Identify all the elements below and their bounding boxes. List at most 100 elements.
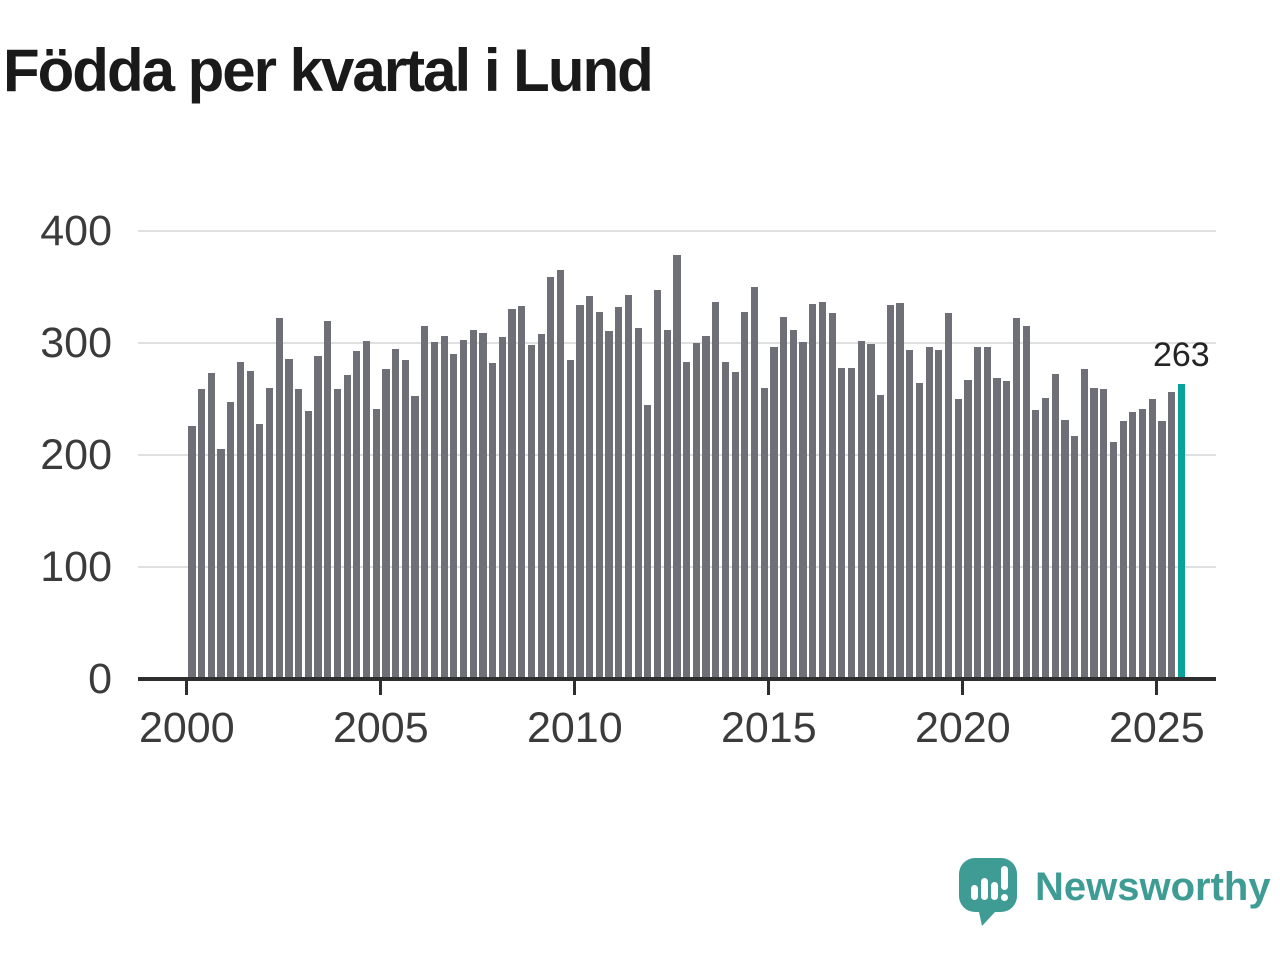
bar (1168, 392, 1176, 679)
bar-highlighted (1177, 384, 1185, 679)
bar (741, 311, 749, 679)
bar (1119, 421, 1127, 679)
bar (498, 337, 506, 679)
bar (537, 334, 545, 679)
bar (702, 336, 710, 679)
bar (556, 270, 565, 679)
bar (789, 329, 797, 679)
bar (275, 318, 283, 679)
highlight-value-label: 263 (1152, 336, 1210, 375)
bar (353, 350, 361, 679)
bar (915, 383, 924, 679)
bar (692, 343, 700, 679)
y-axis-label-0: 0 (88, 655, 112, 703)
bar (809, 303, 817, 679)
bar (847, 367, 856, 679)
bar (411, 395, 419, 679)
x-axis-tick-2020 (961, 679, 965, 695)
bar (750, 287, 759, 679)
bar (1109, 441, 1118, 679)
bar (527, 345, 536, 679)
bar (256, 423, 264, 679)
y-axis-label-200: 200 (40, 431, 112, 479)
bar (236, 362, 245, 679)
bar (198, 388, 206, 679)
bar (450, 354, 458, 679)
bar (382, 368, 390, 679)
bar (993, 377, 1001, 679)
bar (877, 394, 885, 679)
bar (207, 373, 215, 679)
bar (867, 344, 875, 679)
bar (896, 302, 904, 679)
newsworthy-wordmark: Newsworthy (1035, 865, 1271, 909)
bar (731, 372, 739, 679)
bar (469, 329, 477, 679)
bar (964, 379, 972, 679)
x-axis-label-2015: 2015 (720, 704, 817, 752)
bar (343, 375, 351, 679)
x-axis-label-2025: 2025 (1108, 704, 1205, 752)
bar (886, 304, 894, 679)
chart-title: Födda per kvartal i Lund (3, 37, 654, 104)
bar (421, 326, 429, 679)
bar (954, 399, 962, 679)
bar (440, 336, 448, 679)
bar (188, 425, 196, 679)
bar (615, 307, 623, 679)
bar (683, 362, 691, 679)
gridline-400 (138, 230, 1216, 232)
bar (721, 362, 730, 679)
bar (1022, 326, 1030, 679)
bar (780, 317, 788, 679)
bar (392, 348, 400, 679)
bar (333, 388, 342, 679)
bar (1080, 368, 1088, 679)
bar (1158, 421, 1166, 679)
bar (285, 358, 293, 679)
bar (246, 371, 254, 679)
newsworthy-logo: Newsworthy (959, 858, 1271, 928)
bar (324, 320, 332, 679)
bar (974, 347, 982, 679)
bar (634, 328, 642, 679)
bar (799, 341, 807, 679)
bar (1032, 410, 1040, 679)
bar (828, 312, 836, 679)
bar (217, 449, 225, 679)
bar (653, 290, 662, 679)
bar (838, 367, 846, 679)
bar (547, 276, 555, 679)
bar (1061, 420, 1069, 679)
bar (1003, 381, 1011, 679)
bar (586, 295, 594, 679)
bar (770, 347, 778, 679)
bar (265, 387, 274, 679)
bar (818, 301, 827, 679)
bar (1071, 435, 1079, 679)
bar (1148, 399, 1156, 679)
x-axis-line (138, 677, 1216, 681)
bar (760, 387, 768, 679)
bar (624, 294, 633, 679)
bar (983, 347, 991, 679)
bar (1138, 409, 1147, 679)
bar (576, 304, 584, 679)
bar (1051, 374, 1059, 679)
bar (518, 306, 526, 679)
y-axis-label-300: 300 (40, 319, 112, 367)
bar (925, 347, 933, 679)
bar (314, 356, 322, 679)
bar (644, 404, 652, 679)
x-axis-tick-2010 (573, 679, 577, 695)
bar (1100, 388, 1108, 679)
bar (362, 340, 371, 679)
x-axis-label-2000: 2000 (138, 704, 235, 752)
bar (508, 309, 516, 679)
bar (935, 349, 943, 679)
x-axis-tick-2000 (185, 679, 189, 695)
bar (673, 254, 681, 679)
bar (663, 329, 671, 679)
bar (906, 349, 914, 679)
